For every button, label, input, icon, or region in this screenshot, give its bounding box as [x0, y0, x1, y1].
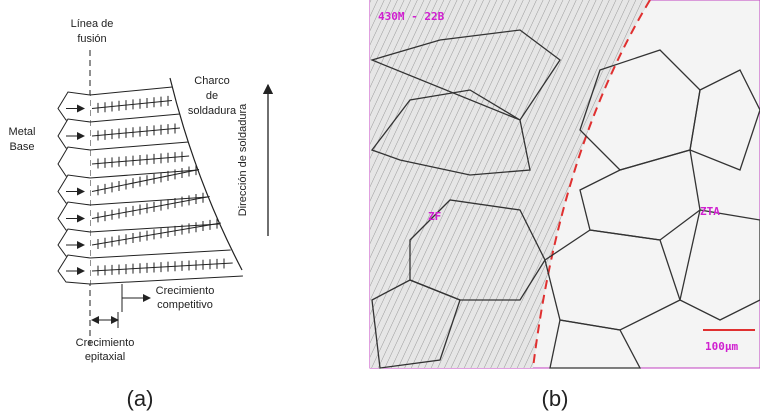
dendrite-axis [92, 170, 199, 192]
zone-label: ZTA [700, 205, 720, 218]
grain-boundary [90, 276, 243, 284]
zone-label: ZF [428, 210, 441, 223]
caption: (b) [542, 386, 569, 411]
grain-boundary [90, 197, 208, 205]
micrograph-panel: 430M - 22B ZF ZTA 100μm (b) [370, 0, 760, 411]
text-line: competitivo [157, 299, 213, 311]
base-grain [58, 202, 90, 232]
text-line: Línea de [71, 18, 114, 30]
grain-boundary [90, 250, 231, 258]
base-grain [58, 119, 90, 150]
grain-boundary [90, 142, 188, 150]
text-line: Metal [9, 126, 36, 138]
grain-boundary [90, 224, 219, 232]
direction-label: Dirección de soldadura [237, 103, 249, 216]
caption: (a) [127, 386, 154, 411]
figure: Línea de fusión Charco de soldadura Metal Ba… [0, 0, 760, 419]
grain-boundary [90, 87, 172, 95]
weld-pool-label: Charco de soldadura [188, 75, 237, 117]
text-line: Crecimiento [156, 285, 215, 297]
scale-label: 100μm [705, 340, 738, 353]
competitive-label: Crecimiento competitivo [156, 285, 215, 311]
dendrite-axis [92, 101, 172, 109]
dendrite-axis [92, 263, 233, 271]
diagram-panel: Línea de fusión Charco de soldadura Metal Ba… [9, 18, 268, 411]
text-line: soldadura [188, 105, 237, 117]
epitaxial-label: Crecimiento epitaxial [76, 337, 135, 363]
text-line: Crecimiento [76, 337, 135, 349]
base-grain [58, 229, 90, 258]
base-metal-label: Metal Base [9, 126, 36, 153]
text-line: de [206, 90, 218, 102]
sample-label: 430M - 22B [378, 10, 445, 23]
text-line: epitaxial [85, 351, 125, 363]
dendrite-axis [92, 223, 221, 245]
base-grain [58, 175, 90, 205]
text-line: Charco [194, 75, 229, 87]
text-line: fusión [77, 33, 106, 45]
text-line: Base [9, 141, 34, 153]
dendrite-axis [92, 197, 210, 219]
grain-boundary [90, 114, 180, 122]
base-grain [58, 147, 90, 178]
fusion-line-label: Línea de fusión [71, 18, 114, 45]
base-grain [58, 92, 90, 122]
base-grain [58, 255, 90, 284]
